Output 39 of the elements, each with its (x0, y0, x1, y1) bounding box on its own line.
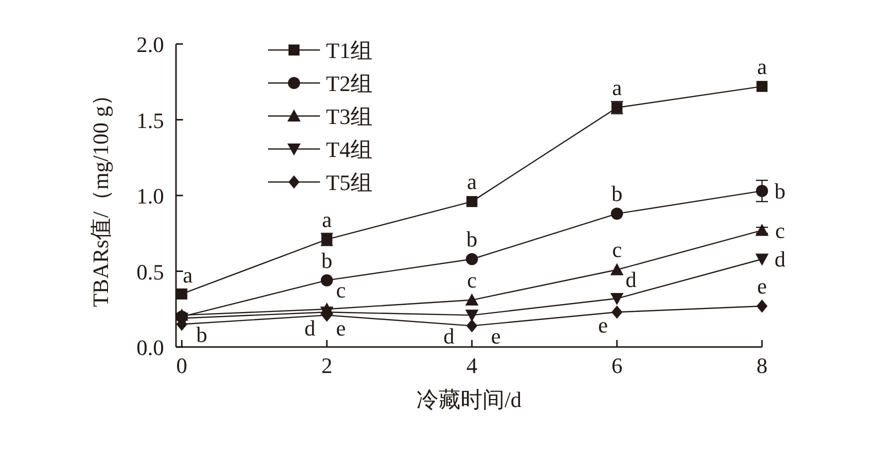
y-tick-label: 0.0 (136, 335, 164, 360)
annotation: a (322, 206, 332, 232)
annotation: c (336, 278, 346, 303)
x-tick-label: 4 (466, 353, 478, 378)
annotation: b (611, 181, 622, 206)
annotation: e (757, 274, 767, 299)
x-axis-title: 冷藏时间/d (416, 387, 522, 412)
annotation: b (774, 178, 786, 204)
annotation: d (774, 246, 786, 272)
annotation: d (625, 267, 636, 292)
y-tick-label: 0.5 (136, 259, 164, 284)
legend-label: T4组 (326, 137, 372, 162)
annotation: b (196, 322, 208, 348)
legend-label: T3组 (326, 104, 372, 129)
legend-label: T5组 (326, 170, 372, 195)
annotation: a (467, 169, 478, 194)
annotation: a (612, 75, 622, 100)
y-tick-label: 1.0 (136, 184, 164, 208)
x-tick-label: 0 (176, 353, 188, 378)
y-tick-label: 1.5 (136, 108, 164, 133)
legend-label: T2组 (326, 71, 372, 96)
y-axis-title: TBARs值/（mg/100 g） (88, 84, 113, 308)
annotation: a (757, 54, 768, 79)
y-tick-label: 2.0 (136, 32, 164, 57)
x-tick-label: 6 (611, 353, 622, 378)
annotation: e (598, 312, 608, 338)
x-tick-label: 2 (321, 353, 332, 378)
annotation: d (304, 316, 316, 341)
annotation: c (612, 237, 622, 262)
x-tick-label: 8 (756, 353, 768, 378)
annotation: e (491, 323, 501, 348)
legend-label: T1组 (326, 38, 372, 63)
annotation: c (467, 268, 478, 293)
annotation: b (321, 248, 332, 273)
annotation: a (182, 262, 193, 288)
annotation: b (466, 226, 478, 252)
annotation: d (443, 324, 454, 349)
annotation: e (336, 316, 346, 341)
annotation: c (775, 218, 786, 243)
